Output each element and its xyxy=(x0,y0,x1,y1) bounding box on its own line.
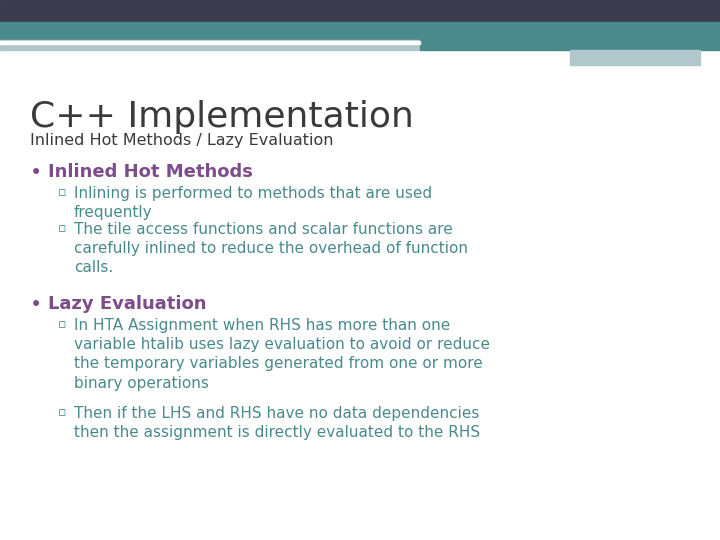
Text: ▫: ▫ xyxy=(58,222,66,235)
Bar xyxy=(570,50,700,65)
Text: Lazy Evaluation: Lazy Evaluation xyxy=(48,295,207,313)
Text: Inlined Hot Methods: Inlined Hot Methods xyxy=(48,163,253,181)
Text: The tile access functions and scalar functions are
carefully inlined to reduce t: The tile access functions and scalar fun… xyxy=(74,222,468,275)
Bar xyxy=(0,41,420,44)
Text: Inlined Hot Methods / Lazy Evaluation: Inlined Hot Methods / Lazy Evaluation xyxy=(30,133,333,148)
Text: Then if the LHS and RHS have no data dependencies
then the assignment is directl: Then if the LHS and RHS have no data dep… xyxy=(74,406,480,440)
Text: Inlining is performed to methods that are used
frequently: Inlining is performed to methods that ar… xyxy=(74,186,432,220)
Text: In HTA Assignment when RHS has more than one
variable htalib uses lazy evaluatio: In HTA Assignment when RHS has more than… xyxy=(74,318,490,390)
Text: ▫: ▫ xyxy=(58,318,66,331)
Text: C++ Implementation: C++ Implementation xyxy=(30,100,414,134)
Text: ▫: ▫ xyxy=(58,406,66,419)
Bar xyxy=(0,0,720,22)
Text: ▫: ▫ xyxy=(58,186,66,199)
Text: •: • xyxy=(30,163,42,183)
Bar xyxy=(0,40,420,50)
Text: •: • xyxy=(30,295,42,315)
Bar xyxy=(420,22,720,50)
Bar xyxy=(0,22,420,40)
